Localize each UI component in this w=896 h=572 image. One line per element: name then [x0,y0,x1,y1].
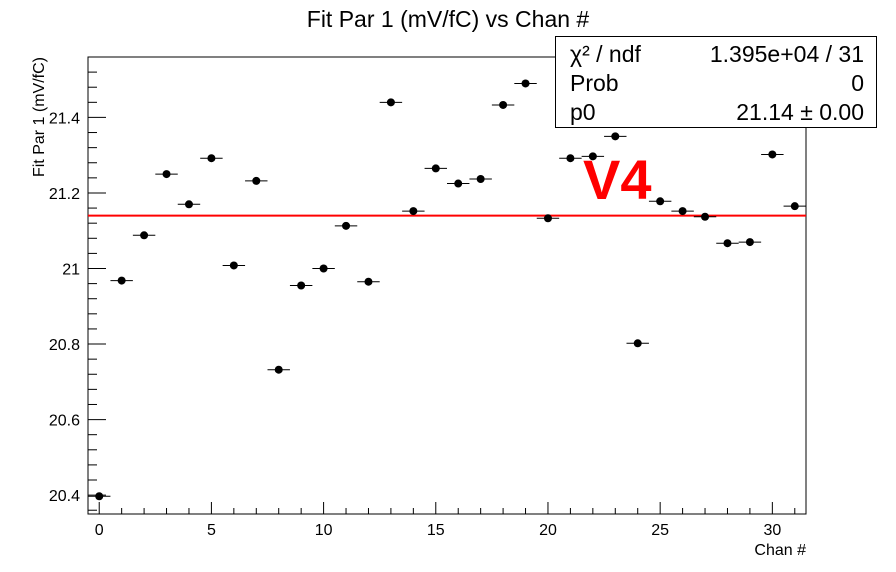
y-axis-label: Fit Par 1 (mV/fC) [31,57,48,177]
data-point [207,154,216,163]
x-tick-label: 5 [207,522,216,539]
data-point [409,207,418,216]
plot-frame [87,56,807,515]
stats-label-p0: p0 [570,99,596,125]
y-tick-label: 21.2 [49,186,80,203]
data-point [723,239,732,248]
data-point [566,154,575,163]
y-tick-label: 20.6 [49,413,80,430]
y-tick-label: 20.8 [49,337,80,354]
data-point [499,100,508,109]
y-tick-label: 21.4 [49,110,80,127]
data-point [319,264,328,273]
y-tick-label: 20.4 [49,488,80,505]
x-axis-label: Chan # [754,542,806,559]
data-point [162,170,171,179]
data-point [588,152,597,161]
data-point [140,231,149,240]
data-point [701,212,710,221]
stats-row-p0: p0 21.14 ± 0.00 [570,98,864,126]
data-point [790,202,799,211]
x-tick-label: 15 [427,522,445,539]
x-tick-label: 25 [651,522,669,539]
data-point [364,277,373,286]
data-point [521,79,530,88]
stats-label-chi2: χ² / ndf [570,41,641,67]
stats-label-prob: Prob [570,70,619,96]
stats-row-prob: Prob 0 [570,69,864,97]
data-point [543,214,552,223]
data-point [611,132,620,141]
chart-title: Fit Par 1 (mV/fC) vs Chan # [307,6,590,32]
data-point [95,492,104,501]
data-point [476,174,485,183]
data-point [745,238,754,247]
data-point [656,197,665,206]
stats-row-chi2: χ² / ndf 1.395e+04 / 31 [570,40,864,68]
version-overlay-label: V4 [583,148,652,211]
fit-stats-box: χ² / ndf 1.395e+04 / 31 Prob 0 p0 21.14 … [555,36,877,128]
data-point [252,176,261,185]
data-point [274,365,283,374]
x-tick-label: 20 [539,522,557,539]
data-point [342,221,351,230]
data-point [386,98,395,107]
data-point [297,281,306,290]
data-point [768,150,777,159]
x-tick-label: 0 [95,522,104,539]
data-point [454,179,463,188]
data-point [431,164,440,173]
data-point [678,207,687,216]
y-tick-label: 21 [62,262,80,279]
stats-value-chi2: 1.395e+04 / 31 [709,41,864,67]
x-tick-label: 30 [763,522,781,539]
x-tick-label: 10 [315,522,333,539]
stats-value-prob: 0 [851,70,864,96]
data-point [117,276,126,285]
stats-value-p0: 21.14 ± 0.00 [736,99,864,125]
data-point [633,339,642,348]
data-point [184,200,193,209]
data-point [229,261,238,270]
